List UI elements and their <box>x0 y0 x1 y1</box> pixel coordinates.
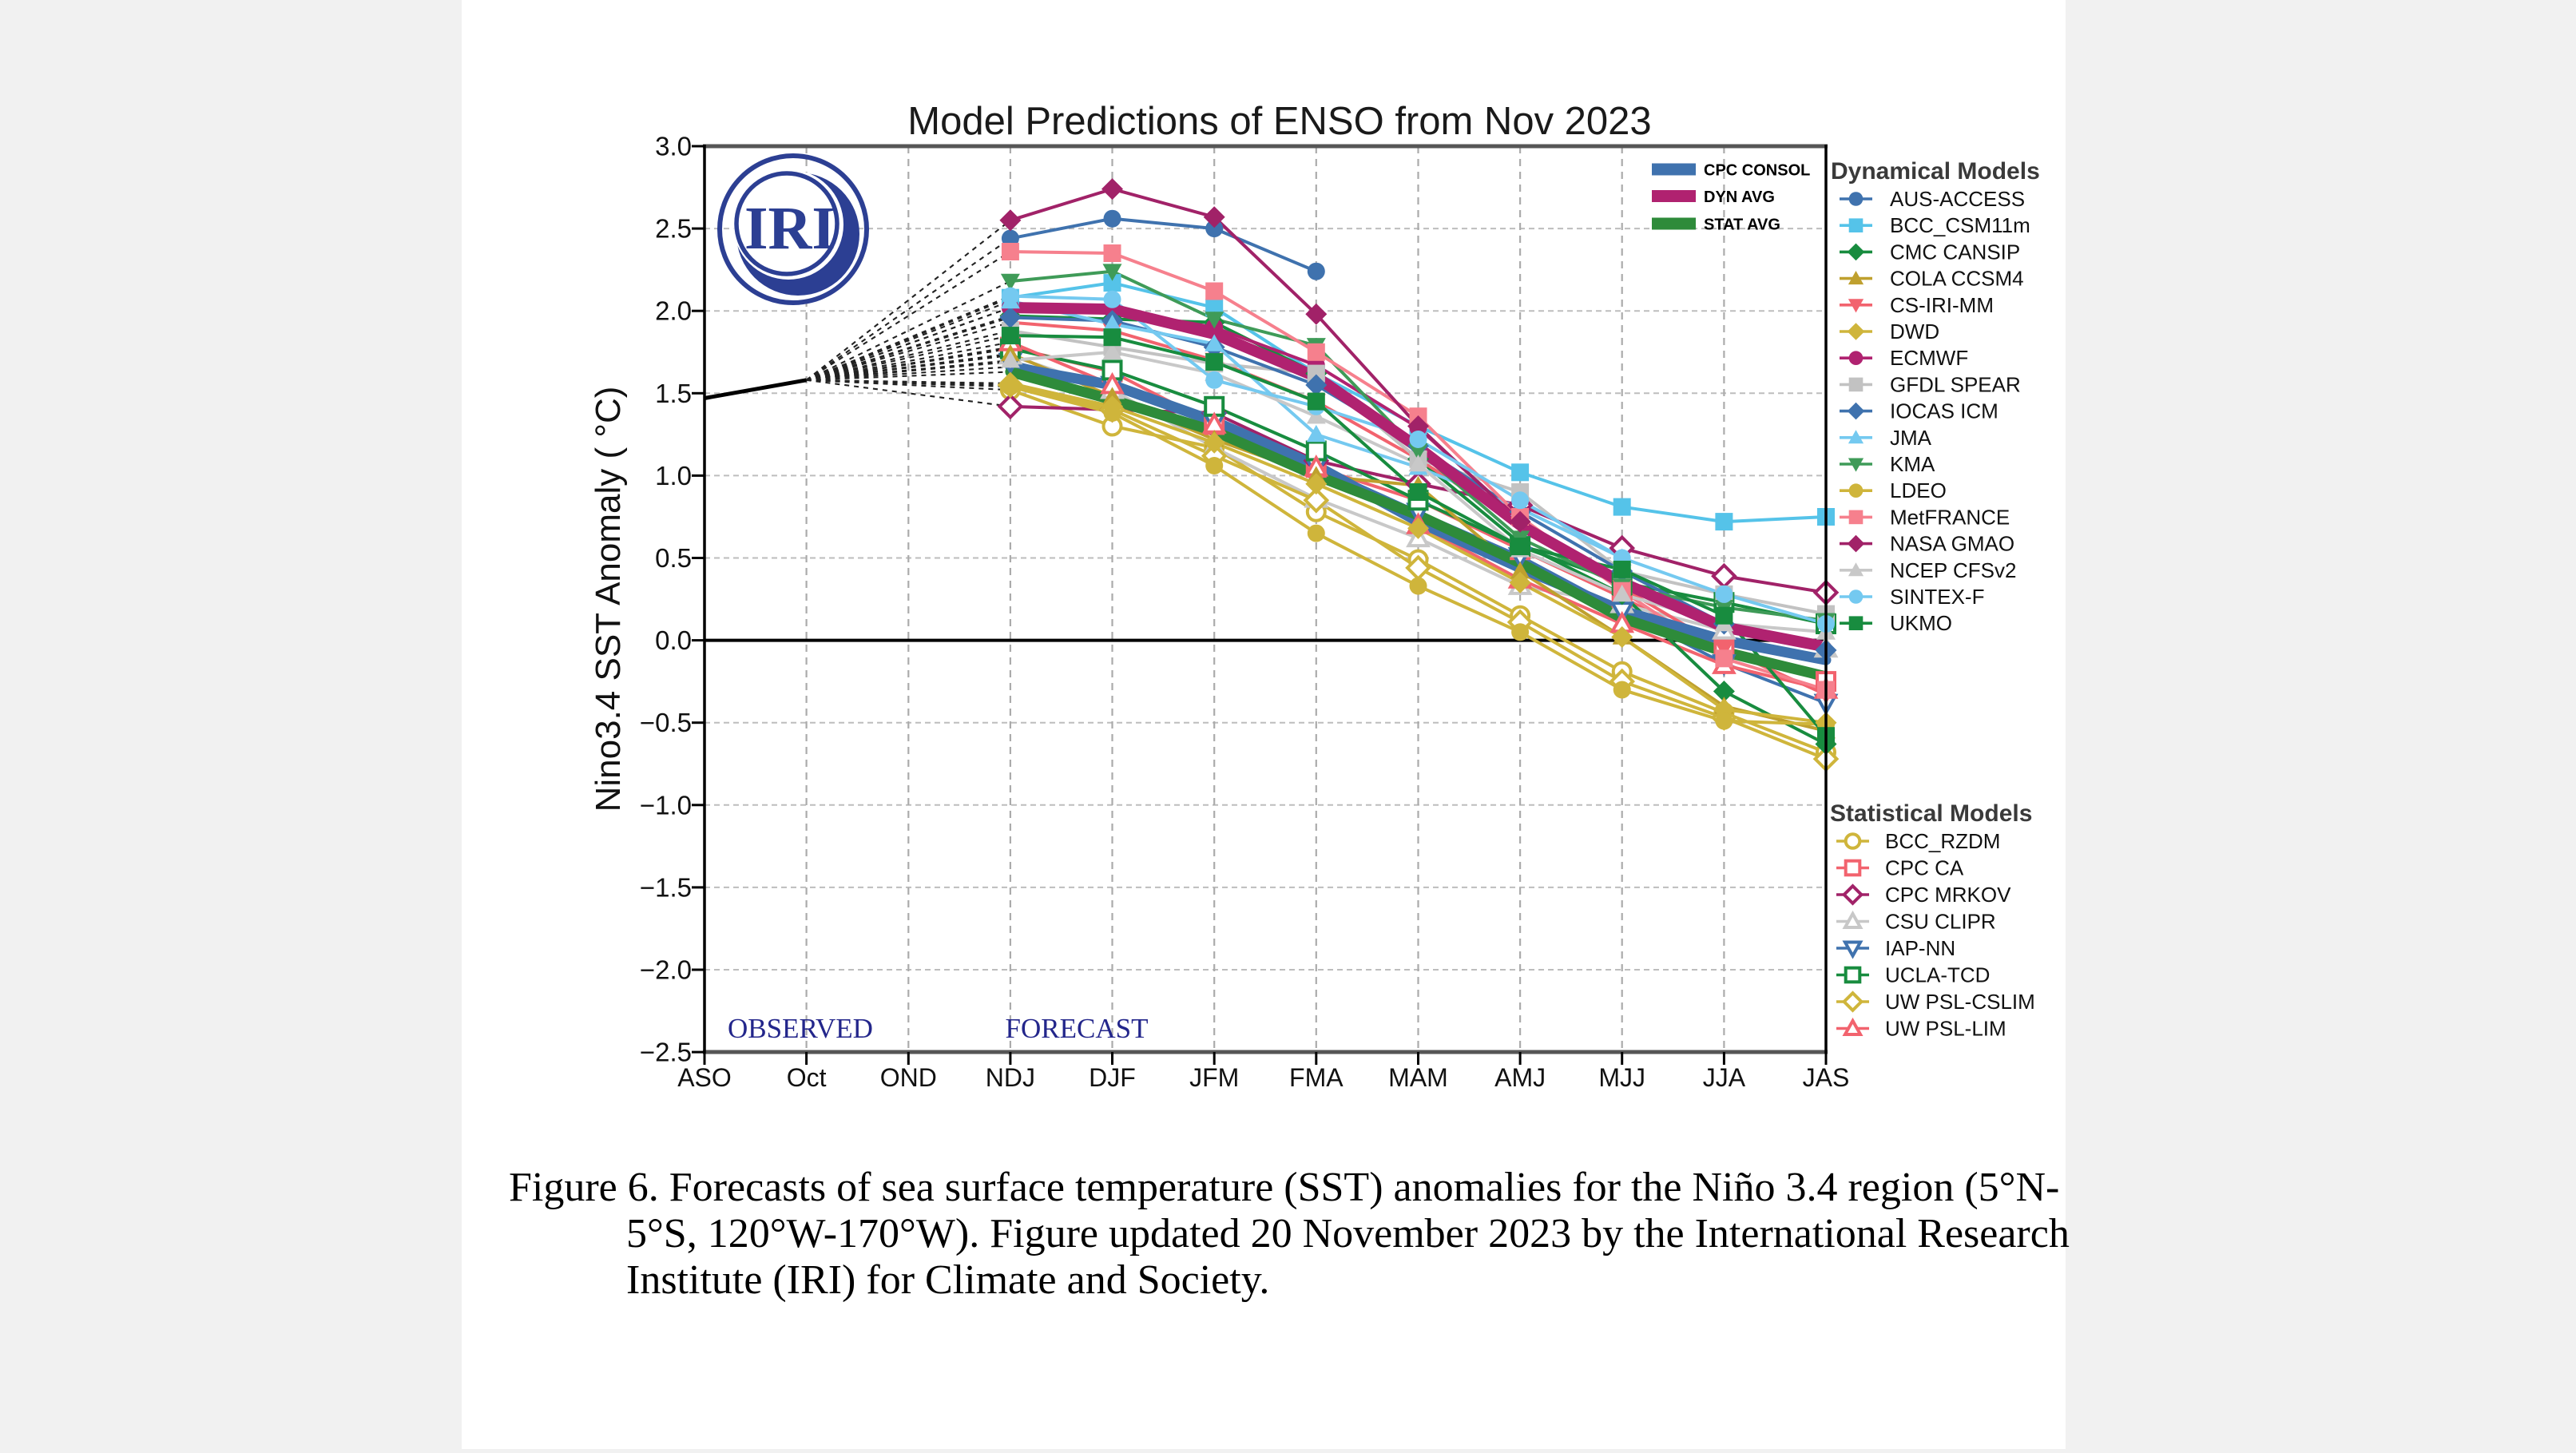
svg-text:2.5: 2.5 <box>655 214 692 244</box>
svg-text:JJA: JJA <box>1703 1063 1746 1092</box>
svg-text:DWD: DWD <box>1890 320 1939 343</box>
svg-text:MAM: MAM <box>1388 1063 1448 1092</box>
svg-text:FMA: FMA <box>1289 1063 1344 1092</box>
svg-text:MJJ: MJJ <box>1598 1063 1645 1092</box>
svg-text:CPC CONSOL: CPC CONSOL <box>1704 162 1810 180</box>
svg-text:ASO: ASO <box>677 1063 732 1092</box>
svg-text:CPC MRKOV: CPC MRKOV <box>1885 883 2011 907</box>
svg-text:Dynamical Models: Dynamical Models <box>1831 158 2040 185</box>
svg-text:−2.0: −2.0 <box>640 955 692 985</box>
svg-text:NCEP CFSv2: NCEP CFSv2 <box>1890 558 2016 582</box>
svg-text:JMA: JMA <box>1890 426 1932 450</box>
svg-text:DJF: DJF <box>1089 1063 1136 1092</box>
svg-text:CS-IRI-MM: CS-IRI-MM <box>1890 293 1994 317</box>
svg-text:KMA: KMA <box>1890 452 1935 476</box>
svg-text:GFDL SPEAR: GFDL SPEAR <box>1890 372 2021 396</box>
svg-text:CMC CANSIP: CMC CANSIP <box>1890 240 2020 264</box>
svg-text:STAT AVG: STAT AVG <box>1704 216 1780 234</box>
svg-text:1.0: 1.0 <box>655 461 692 490</box>
svg-text:−1.5: −1.5 <box>640 872 692 902</box>
svg-text:COLA CCSM4: COLA CCSM4 <box>1890 267 2024 291</box>
svg-text:0.0: 0.0 <box>655 625 692 655</box>
svg-text:Model Predictions of ENSO from: Model Predictions of ENSO from Nov 2023 <box>907 100 1651 143</box>
svg-text:OND: OND <box>880 1063 937 1092</box>
svg-text:BCC_CSM11m: BCC_CSM11m <box>1890 213 2030 237</box>
svg-text:OBSERVED: OBSERVED <box>728 1013 873 1044</box>
svg-text:UW PSL-CSLIM: UW PSL-CSLIM <box>1885 990 2035 1014</box>
svg-text:LDEO: LDEO <box>1890 478 1947 502</box>
svg-text:IRI: IRI <box>744 195 836 262</box>
svg-text:FORECAST: FORECAST <box>1006 1013 1149 1044</box>
svg-text:Oct: Oct <box>787 1063 827 1092</box>
svg-text:2.0: 2.0 <box>655 296 692 326</box>
svg-text:JFM: JFM <box>1189 1063 1239 1092</box>
svg-text:CPC CA: CPC CA <box>1885 856 1964 880</box>
svg-text:−2.5: −2.5 <box>640 1038 692 1067</box>
svg-text:−1.0: −1.0 <box>640 790 692 820</box>
svg-text:IAP-NN: IAP-NN <box>1885 936 1955 960</box>
svg-text:CSU CLIPR: CSU CLIPR <box>1885 910 1996 934</box>
svg-text:IOCAS ICM: IOCAS ICM <box>1890 399 1998 423</box>
svg-text:NASA GMAO: NASA GMAO <box>1890 532 2014 556</box>
svg-text:1.5: 1.5 <box>655 379 692 408</box>
svg-text:Statistical Models: Statistical Models <box>1830 800 2032 827</box>
svg-text:AMJ: AMJ <box>1494 1063 1546 1092</box>
svg-text:BCC_RZDM: BCC_RZDM <box>1885 829 2000 853</box>
svg-text:3.0: 3.0 <box>655 132 692 161</box>
svg-text:0.5: 0.5 <box>655 543 692 573</box>
svg-text:UW PSL-LIM: UW PSL-LIM <box>1885 1017 2006 1041</box>
svg-text:ECMWF: ECMWF <box>1890 346 1968 370</box>
svg-text:−0.5: −0.5 <box>640 708 692 737</box>
svg-text:SINTEX-F: SINTEX-F <box>1890 585 1984 609</box>
svg-text:UCLA-TCD: UCLA-TCD <box>1885 963 1990 987</box>
svg-text:MetFRANCE: MetFRANCE <box>1890 505 2010 529</box>
svg-text:NDJ: NDJ <box>986 1063 1035 1092</box>
svg-text:DYN AVG: DYN AVG <box>1704 189 1775 206</box>
svg-text:JAS: JAS <box>1803 1063 1850 1092</box>
svg-text:AUS-ACCESS: AUS-ACCESS <box>1890 187 2025 211</box>
svg-text:UKMO: UKMO <box>1890 611 1952 635</box>
svg-text:Nino3.4 SST Anomaly ( °C): Nino3.4 SST Anomaly ( °C) <box>589 387 628 812</box>
